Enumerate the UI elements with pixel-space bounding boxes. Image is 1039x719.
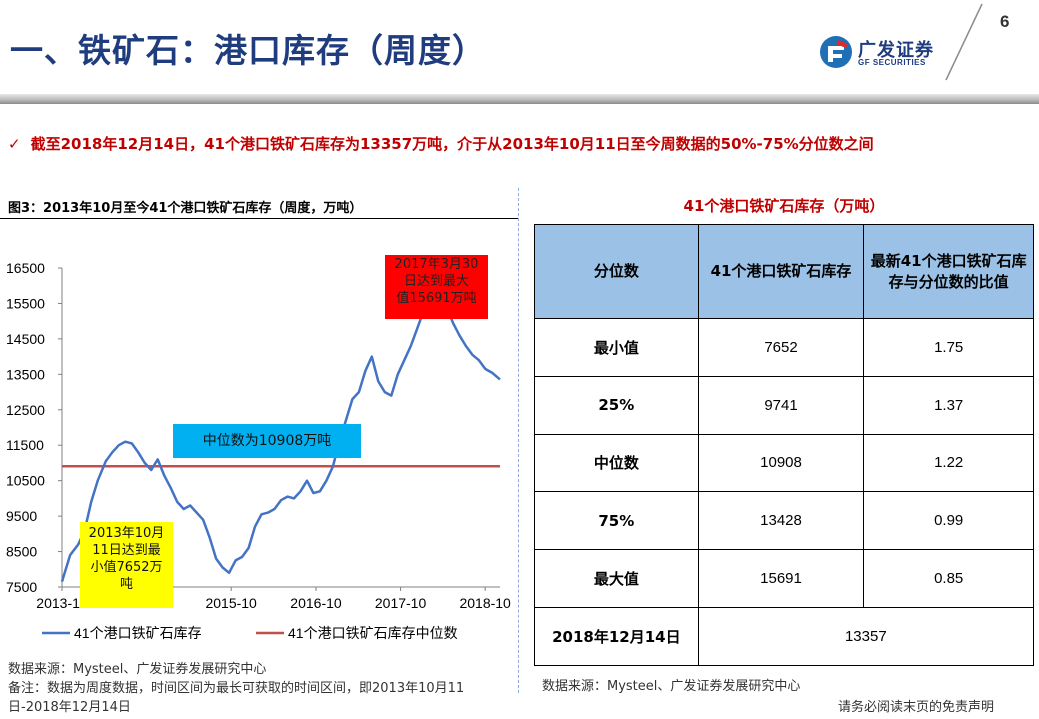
min-annotation-line: 小值7652万 [90,560,163,575]
table-row: 最小值 7652 1.75 [534,318,1034,377]
median-annotation: 中位数为10908万吨 [173,424,361,458]
x-tick-label: 2013-10 [36,595,88,611]
min-annotation-line: 吨 [119,577,133,592]
disclaimer: 请务必阅读末页的免责声明 [838,700,995,715]
table-row: 75% 13428 0.99 [534,491,1034,551]
y-tick-label: 13500 [6,366,45,382]
table-title: 41个港口铁矿石库存（万吨） [683,197,885,215]
y-tick-label: 8500 [6,544,37,560]
row-ratio: 0.99 [863,491,1034,551]
x-tick-label: 2018-10 [459,595,511,611]
page-title: 一、铁矿石：港口库存（周度） [10,31,486,70]
y-axis: 7500 8500 9500 10500 11500 12500 13500 14500 155… [6,260,63,595]
row-value: 9741 [697,375,865,435]
x-tick-label: 2016-10 [290,595,342,611]
row-label: 中位数 [534,433,699,493]
x-tick-label: 2015-10 [205,595,257,611]
y-tick-label: 16500 [6,260,45,276]
table-header-row: 分位数 41个港口铁矿石库存 最新41个港口铁矿石库存与分位数的比值 [534,224,1034,319]
header-slash-decoration [945,3,983,81]
min-annotation-line: 2013年10月 [88,526,165,541]
table-latest-row: 2018年12月14日 13357 [534,606,1035,666]
table-row: 中位数 10908 1.22 [534,433,1034,493]
gf-logo-icon [820,36,852,68]
row-value: 15691 [697,549,865,608]
max-annotation-line: 日达到最大 [403,274,469,289]
row-label: 最大值 [534,549,699,608]
figure-source-text: 数据来源：Mysteel、广发证券发展研究中心 [8,662,267,677]
row-ratio: 1.37 [863,375,1034,435]
y-tick-label: 7500 [6,579,37,595]
row-label: 25% [534,375,699,435]
latest-value: 13357 [697,606,1035,666]
x-tick-label: 2017-10 [375,595,427,611]
y-tick-label: 14500 [6,331,45,347]
legend-label-inventory: 41个港口铁矿石库存 [74,625,202,641]
row-value: 13428 [697,491,865,551]
y-tick-label: 9500 [6,508,37,524]
legend-label-median: 41个港口铁矿石库存中位数 [288,625,458,641]
row-label: 最小值 [534,318,699,377]
table-row: 最大值 15691 0.85 [534,549,1034,608]
row-value: 7652 [697,318,865,377]
quantile-table: 分位数 41个港口铁矿石库存 最新41个港口铁矿石库存与分位数的比值 最小值 7… [534,224,1035,666]
table-source: 数据来源：Mysteel、广发证券发展研究中心 [542,679,801,694]
row-ratio: 0.85 [863,549,1034,608]
latest-label: 2018年12月14日 [534,606,699,666]
column-separator [518,188,519,693]
row-ratio: 1.22 [863,433,1034,493]
page-number: 6 [1000,12,1010,31]
gf-securities-logo: 广发证券 GF SECURITIES [818,32,948,72]
figure-source: 数据来源：Mysteel、广发证券发展研究中心 备注：数据为周度数据，时间区间为… [8,660,513,717]
y-tick-label: 15500 [6,295,45,311]
table-header-cell: 41个港口铁矿石库存 [697,224,865,319]
y-tick-label: 10500 [6,473,45,489]
figure-note-text: 备注：数据为周度数据，时间区间为最长可获取的时间区间，即2013年10月11日-… [8,681,465,715]
figure-title-underline [0,218,518,219]
table-row: 25% 9741 1.37 [534,375,1034,435]
row-value: 10908 [697,433,865,493]
key-point: ✓ 截至2018年12月14日，41个港口铁矿石库存为13357万吨，介于从201… [8,133,874,154]
inventory-line-chart: 7500 8500 9500 10500 11500 12500 13500 14500 155… [6,260,511,641]
chart-legend: 41个港口铁矿石库存 41个港口铁矿石库存中位数 [42,625,458,641]
row-label: 75% [534,491,699,551]
max-annotation-line: 值15691万吨 [396,291,477,306]
max-annotation: 2017年3月30 日达到最大 值15691万吨 [385,255,488,319]
checkmark-icon: ✓ [8,135,21,153]
table-header-cell: 最新41个港口铁矿石库存与分位数的比值 [863,224,1034,319]
max-annotation-line: 2017年3月30 [394,257,479,272]
min-annotation-line: 11日达到最 [92,543,161,558]
key-point-text: 截至2018年12月14日，41个港口铁矿石库存为13357万吨，介于从2013… [30,135,874,153]
min-annotation: 2013年10月 11日达到最 小值7652万 吨 [80,522,173,608]
y-tick-label: 12500 [6,402,45,418]
y-tick-label: 11500 [6,437,44,453]
table-header-cell: 分位数 [534,224,699,319]
row-ratio: 1.75 [863,318,1034,377]
logo-text-en: GF SECURITIES [858,58,926,67]
header-divider-bar [0,94,1039,104]
figure-title: 图3：2013年10月至今41个港口铁矿石库存（周度，万吨） [8,201,363,216]
logo-text-cn: 广发证券 [858,40,934,61]
